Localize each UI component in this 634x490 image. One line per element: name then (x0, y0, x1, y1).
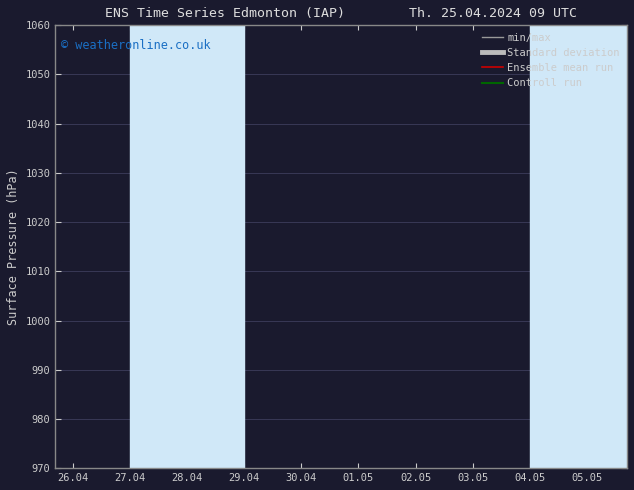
Bar (530, 25, 627, 468)
Y-axis label: Surface Pressure (hPa): Surface Pressure (hPa) (7, 169, 20, 325)
Legend: min/max, Standard deviation, Ensemble mean run, Controll run: min/max, Standard deviation, Ensemble me… (478, 28, 624, 92)
Text: © weatheronline.co.uk: © weatheronline.co.uk (61, 39, 210, 51)
Bar (130, 25, 244, 468)
Title: ENS Time Series Edmonton (IAP)        Th. 25.04.2024 09 UTC: ENS Time Series Edmonton (IAP) Th. 25.04… (105, 7, 577, 20)
